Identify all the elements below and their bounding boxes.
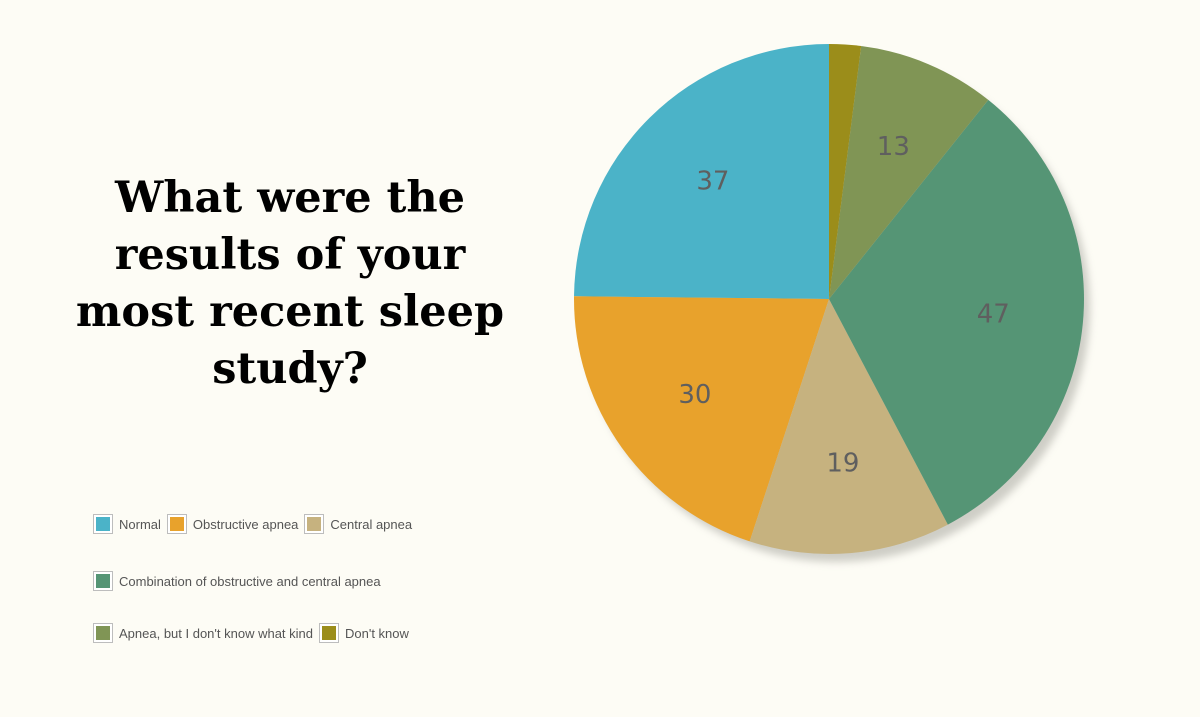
legend-item-combination-of-obstructive-and-central-apnea[interactable]: Combination of obstructive and central a…: [93, 571, 381, 591]
legend-label: Combination of obstructive and central a…: [119, 573, 381, 589]
slice-value-label: 37: [696, 167, 729, 197]
slice-value-label: 19: [826, 448, 859, 478]
legend-label: Don't know: [345, 625, 409, 641]
legend-swatch: [166, 514, 187, 534]
pie-slice-obstructive-apnea[interactable]: [574, 296, 829, 542]
pie-slice-normal[interactable]: [574, 44, 829, 299]
slice-value-label: 47: [977, 300, 1010, 330]
legend-swatch: [93, 623, 113, 643]
legend-swatch: [304, 514, 325, 534]
legend-row: Combination of obstructive and central a…: [93, 567, 387, 595]
legend-swatch: [93, 571, 113, 591]
legend-swatch: [319, 623, 339, 643]
legend-swatch: [93, 514, 113, 534]
slice-value-label: 30: [678, 380, 711, 410]
legend-row: Normal Obstructive apnea Central apnea: [93, 510, 418, 538]
pie-slice-central-apnea[interactable]: [749, 299, 948, 555]
legend-label: Normal: [119, 516, 161, 532]
legend-item-normal[interactable]: Normal: [93, 514, 161, 534]
pie-slice-combination-of-obstructive-and-central-apnea[interactable]: [829, 99, 1084, 525]
pie-slice-apnea-but-i-don-t-know-what-kind[interactable]: [829, 46, 989, 299]
slice-value-label: 13: [877, 132, 910, 162]
pie-slice-labels: 37 30 19 47 13: [678, 132, 1009, 478]
legend-row: Apnea, but I don't know what kind Don't k…: [93, 619, 415, 647]
pie-slices: [574, 44, 1084, 555]
legend-label: Central apnea: [330, 516, 413, 532]
legend-item-obstructive-apnea[interactable]: Obstructive apnea: [166, 514, 299, 534]
pie-slice-don-t-know[interactable]: [829, 44, 862, 299]
chart-title: What were the results of your most recen…: [75, 173, 505, 394]
legend-label: Obstructive apnea: [192, 516, 299, 532]
legend-item-central-apnea[interactable]: Central apnea: [304, 514, 412, 534]
legend-item-apnea-but-i-don-t-know-what-kind[interactable]: Apnea, but I don't know what kind: [93, 623, 313, 643]
legend-item-don-t-know[interactable]: Don't know: [319, 623, 409, 643]
legend-label: Apnea, but I don't know what kind: [119, 625, 313, 641]
